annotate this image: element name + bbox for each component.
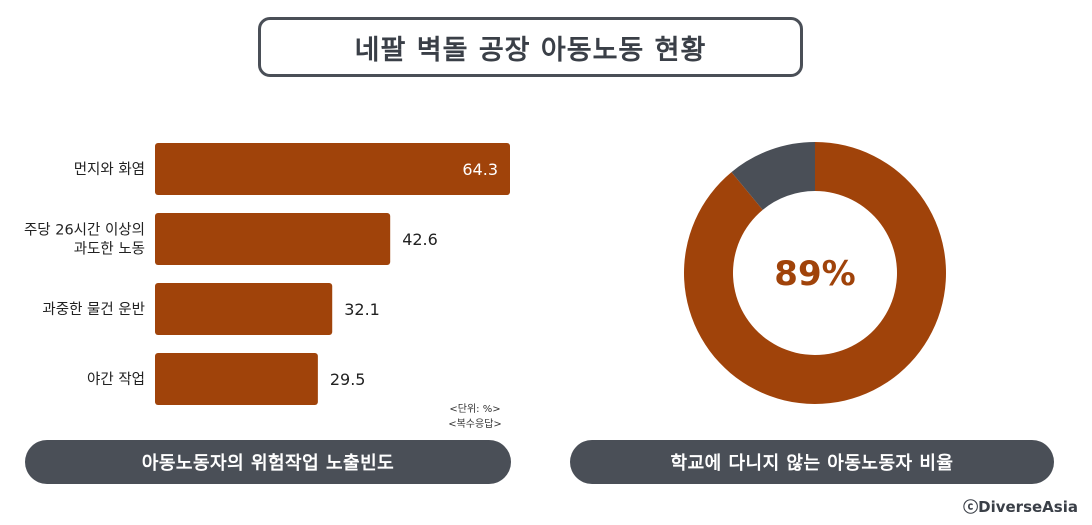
page-title: 네팔 벽돌 공장 아동노동 현황	[258, 17, 803, 77]
hazard-chart-caption: 아동노동자의 위험작업 노출빈도	[25, 440, 511, 484]
value-label-1: 42.6	[402, 230, 438, 249]
bar-1	[155, 213, 391, 265]
value-label-0: 64.3	[462, 160, 498, 179]
donut-center-label: 89%	[774, 254, 855, 294]
category-label-0-0: 먼지와 화염	[74, 161, 145, 178]
donut-slice-0	[684, 142, 946, 404]
value-label-2: 32.1	[344, 300, 380, 319]
unit-note-multiple: <복수응답>	[448, 419, 502, 430]
donut-slice-1	[731, 142, 815, 210]
unit-note: <단위: %> <복수응답>	[440, 402, 510, 432]
bar-0	[155, 143, 510, 195]
category-label-2-0: 과중한 물건 운반	[42, 301, 145, 318]
source-credit: ⓒDiverseAsia	[963, 498, 1078, 516]
school-chart-caption: 학교에 다니지 않는 아동노동자 비율	[570, 440, 1054, 484]
bar-3	[155, 353, 318, 405]
category-label-1-0: 주당 26시간 이상의	[24, 222, 145, 239]
bar-2	[155, 283, 333, 335]
value-label-3: 29.5	[330, 370, 366, 389]
unit-note-unit: <단위: %>	[449, 404, 501, 415]
category-label-1-1: 과도한 노동	[74, 241, 145, 258]
school-donut-chart: 89%	[684, 142, 946, 404]
category-label-3-0: 야간 작업	[87, 371, 145, 388]
